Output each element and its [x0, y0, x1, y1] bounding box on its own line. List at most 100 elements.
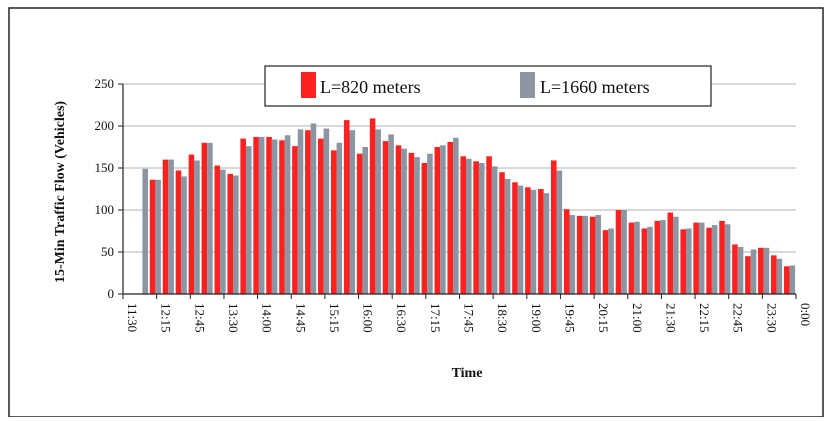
bar-l1660: [168, 159, 174, 294]
x-tick-label: 17:45: [462, 303, 477, 333]
y-tick-label: 0: [108, 286, 115, 301]
bar-l820: [602, 230, 609, 294]
bar-l820: [201, 142, 208, 294]
y-tick-label: 100: [95, 202, 115, 217]
bar-l820: [771, 255, 777, 294]
bar-l820: [343, 120, 350, 295]
bar-l1660: [155, 179, 161, 294]
bar-l1660: [660, 220, 666, 294]
bar-l820: [305, 130, 311, 294]
bar-l820: [240, 138, 246, 294]
x-tick-label: 13:30: [226, 303, 241, 333]
bar-l1660: [258, 136, 265, 294]
bar-l820: [408, 152, 415, 294]
bar-l820: [266, 136, 272, 294]
bar-l1660: [647, 226, 653, 294]
bar-l820: [732, 244, 738, 294]
y-tick-label: 250: [95, 76, 115, 91]
bar-l820: [188, 154, 195, 294]
bar-l1660: [181, 176, 187, 294]
bar-l1660: [440, 145, 446, 294]
x-axis-title: Time: [452, 366, 483, 381]
bar-l820: [563, 209, 570, 294]
bar-l1660: [271, 139, 278, 294]
bar-l1660: [375, 129, 381, 294]
bar-l1660: [698, 222, 705, 294]
bar-l1660: [478, 162, 485, 294]
bar-l1660: [194, 160, 200, 294]
bar-l820: [149, 179, 156, 294]
legend-label-l1660: L=1660 meters: [540, 77, 650, 97]
bar-l820: [292, 146, 298, 294]
bar-l820: [576, 215, 583, 294]
legend-box: [264, 65, 712, 107]
x-tick-label: 15:15: [327, 303, 342, 333]
bar-l820: [330, 150, 337, 294]
legend: L=820 meters L=1660 meters: [264, 65, 712, 107]
bar-l1660: [737, 246, 744, 294]
bar-l820: [525, 187, 531, 294]
bar-l1660: [323, 128, 330, 294]
bar-l820: [214, 165, 221, 294]
bar-l820: [551, 160, 557, 294]
x-tick-label: 21:00: [630, 303, 645, 333]
bar-l820: [499, 172, 505, 294]
bar-l1660: [245, 146, 252, 294]
bar-l1660: [453, 137, 459, 294]
y-tick-label: 150: [95, 160, 115, 175]
x-tick-label: 0:00: [798, 303, 813, 326]
bar-l1660: [750, 249, 757, 294]
bar-l1660: [207, 142, 213, 294]
bar-l820: [162, 159, 169, 294]
x-tick-label: 16:30: [394, 303, 409, 333]
bar-l1660: [491, 166, 498, 294]
y-tick-label: 200: [95, 118, 115, 133]
bar-l820: [680, 229, 686, 294]
x-tick-label: 12:45: [192, 303, 207, 333]
bar-l1660: [724, 224, 731, 294]
bar-l1660: [621, 210, 627, 294]
x-tick-label: 11:30: [125, 303, 140, 332]
bar-l1660: [414, 157, 420, 294]
bar-l1660: [349, 130, 356, 294]
bars: [142, 118, 796, 295]
bar-l1660: [530, 189, 537, 294]
bar-l1660: [608, 228, 614, 294]
bar-l820: [175, 170, 182, 294]
bar-l1660: [634, 221, 640, 294]
bar-l820: [434, 147, 441, 294]
legend-swatch-l1660: [520, 72, 535, 98]
x-tick-label: 14:45: [293, 303, 308, 333]
bar-l1660: [673, 216, 679, 294]
bar-l1660: [504, 178, 511, 294]
bar-l1660: [233, 175, 239, 294]
bar-l820: [745, 256, 751, 294]
y-tick-labels: 0 50 100 150 200 250: [95, 76, 123, 301]
bar-l820: [693, 222, 699, 294]
bar-l1660: [465, 158, 472, 294]
bar-l820: [615, 210, 622, 294]
x-tick-label: 16:00: [361, 303, 376, 333]
x-tick-label: 20:15: [596, 303, 611, 333]
bar-l820: [369, 118, 376, 294]
legend-swatch-l820: [301, 72, 316, 98]
bar-l820: [589, 216, 596, 294]
x-tick-label: 23:30: [764, 303, 779, 333]
bar-l1660: [336, 142, 343, 294]
x-tick-label: 14:00: [260, 303, 275, 333]
bar-l820: [227, 173, 234, 294]
bar-l820: [356, 153, 363, 294]
bar-l820: [641, 228, 648, 294]
bar-l820: [473, 161, 479, 294]
x-tick-label: 12:15: [159, 303, 174, 333]
bar-l820: [628, 222, 635, 294]
bar-l1660: [569, 215, 576, 294]
bar-l1660: [517, 185, 524, 294]
bar-l1660: [284, 135, 291, 294]
bar-l820: [447, 141, 454, 294]
bar-l1660: [142, 168, 148, 294]
bar-l820: [318, 138, 324, 294]
bar-l1660: [789, 265, 796, 294]
bar-l820: [706, 227, 712, 294]
